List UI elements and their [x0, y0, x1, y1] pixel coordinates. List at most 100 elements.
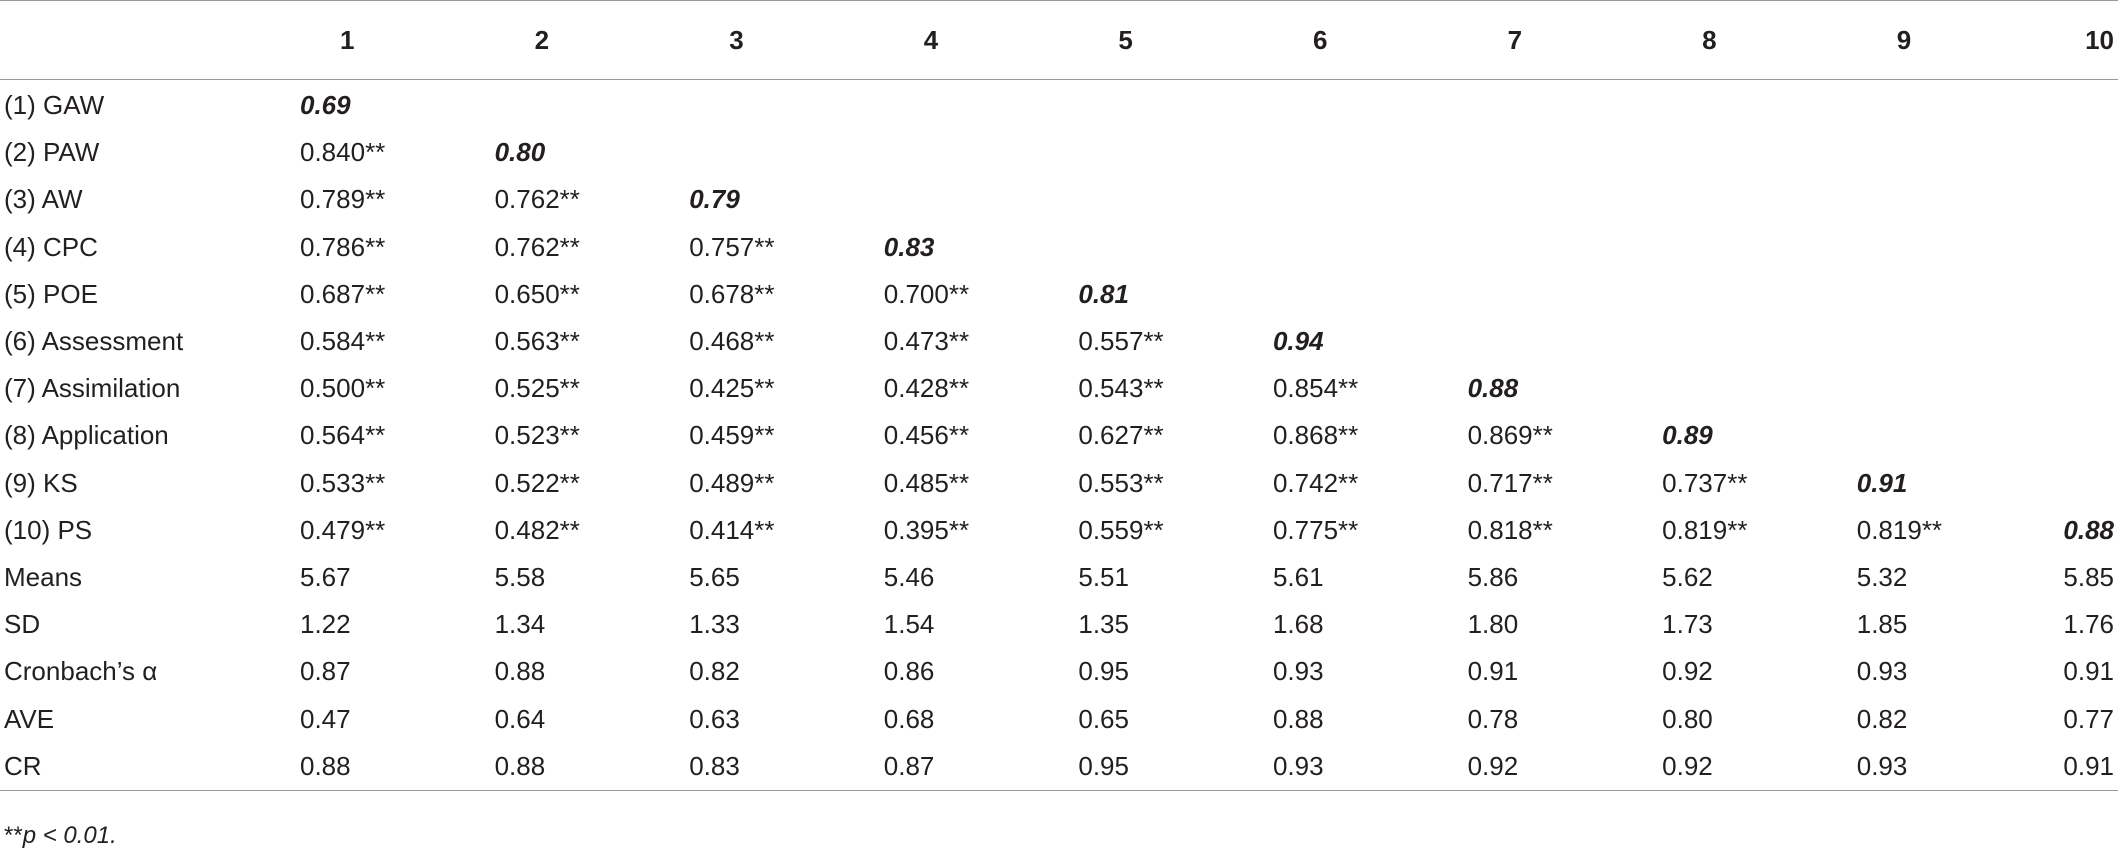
value-cell: 0.700** — [883, 278, 970, 309]
table-row: (5) POE 0.687** 0.650** 0.678** 0.700** 0.81 — [0, 271, 2118, 318]
value-cell — [679, 80, 874, 130]
value-cell: 0.459** — [689, 420, 775, 451]
value-cell — [1847, 176, 2042, 223]
value-cell: 0.533** — [300, 467, 386, 498]
value-cell: 0.93 — [1272, 656, 1324, 687]
header-cell-4: 4 — [923, 24, 939, 55]
table-row: (6) Assessment 0.584** 0.563** 0.468** 0.473… — [0, 318, 2118, 365]
value-cell — [1263, 176, 1458, 223]
row-label: Cronbach’s α — [4, 656, 158, 687]
value-cell: 0.88 — [494, 750, 546, 781]
value-cell — [2041, 80, 2118, 130]
value-cell — [1652, 224, 1847, 271]
value-cell — [1263, 224, 1458, 271]
value-cell: 0.559** — [1078, 514, 1164, 545]
value-cell: 0.868** — [1272, 420, 1359, 451]
value-cell: 5.32 — [1856, 561, 1908, 592]
value-cell — [2041, 460, 2118, 507]
value-cell: 0.627** — [1078, 420, 1164, 451]
value-cell: 1.22 — [300, 609, 351, 640]
value-cell: 5.46 — [883, 561, 935, 592]
value-cell — [1458, 80, 1653, 130]
header-cell-3: 3 — [729, 24, 744, 55]
value-cell: 0.92 — [1467, 750, 1519, 781]
value-cell: 0.93 — [1272, 750, 1324, 781]
diagonal-value-cell: 0.79 — [689, 184, 740, 215]
value-cell — [1652, 365, 1847, 412]
value-cell — [1068, 224, 1263, 271]
diagonal-value-cell: 0.88 — [1467, 373, 1519, 404]
table-row: Means 5.67 5.58 5.65 5.46 5.51 5.61 5.86 5.62 5.3… — [0, 554, 2118, 601]
value-cell — [874, 80, 1069, 130]
value-cell — [1847, 129, 2042, 176]
value-cell: 0.482** — [494, 514, 580, 545]
value-cell — [1458, 176, 1653, 223]
header-cell-5: 5 — [1118, 24, 1133, 55]
value-cell: 0.87 — [300, 656, 351, 687]
value-cell: 0.395** — [883, 514, 970, 545]
value-cell: 0.553** — [1078, 467, 1164, 498]
diagonal-value-cell: 0.69 — [300, 90, 351, 121]
value-cell: 0.757** — [689, 231, 775, 262]
value-cell: 0.762** — [494, 231, 580, 262]
value-cell: 0.80 — [1662, 703, 1713, 734]
row-label: (4) CPC — [4, 231, 98, 262]
header-cell-8: 8 — [1702, 24, 1717, 55]
value-cell — [2041, 129, 2118, 176]
value-cell: 0.77 — [2063, 703, 2114, 734]
table-row: CR 0.88 0.88 0.83 0.87 0.95 0.93 0.92 0.92 0.93 0.… — [0, 743, 2118, 791]
footnote-text: p < 0.01. — [22, 822, 117, 849]
value-cell — [874, 176, 1069, 223]
value-cell: 0.840** — [300, 137, 386, 168]
value-cell: 0.91 — [2063, 750, 2114, 781]
header-cell-10: 10 — [2085, 24, 2114, 55]
value-cell — [1847, 318, 2042, 365]
value-cell — [1458, 129, 1653, 176]
table-row: (1) GAW 0.69 — [0, 80, 2118, 130]
value-cell: 0.92 — [1662, 656, 1713, 687]
value-cell: 0.525** — [494, 373, 580, 404]
diagonal-value-cell: 0.94 — [1272, 326, 1324, 357]
value-cell: 1.85 — [1856, 609, 1908, 640]
row-label: (5) POE — [4, 278, 98, 309]
table-row: (8) Application 0.564** 0.523** 0.459** 0.45… — [0, 412, 2118, 459]
header-cell-label — [0, 1, 290, 80]
table-row: Cronbach’s α 0.87 0.88 0.82 0.86 0.95 0.93 0.91… — [0, 648, 2118, 695]
value-cell: 0.584** — [300, 326, 386, 357]
value-cell: 0.523** — [494, 420, 580, 451]
value-cell: 0.93 — [1856, 656, 1908, 687]
table-row: (9) KS 0.533** 0.522** 0.489** 0.485** 0.553*… — [0, 460, 2118, 507]
row-label: SD — [4, 609, 41, 640]
header-cell-6: 6 — [1312, 24, 1328, 55]
header-cell-7: 7 — [1507, 24, 1523, 55]
correlation-table-container: 1 2 3 4 5 6 7 8 9 10 (1) GAW 0.69 (2) PAW 0.840** 0.8… — [0, 0, 2118, 791]
value-cell: 5.67 — [300, 561, 351, 592]
value-cell — [1847, 412, 2042, 459]
value-cell: 0.65 — [1078, 703, 1129, 734]
value-cell: 0.78 — [1467, 703, 1519, 734]
value-cell: 1.80 — [1467, 609, 1519, 640]
value-cell — [1652, 271, 1847, 318]
value-cell: 0.47 — [300, 703, 351, 734]
value-cell: 0.564** — [300, 420, 386, 451]
value-cell: 1.73 — [1662, 609, 1713, 640]
row-label: (9) KS — [4, 467, 78, 498]
header-row: 1 2 3 4 5 6 7 8 9 10 — [0, 0, 2118, 80]
table-header: 1 2 3 4 5 6 7 8 9 10 — [0, 0, 2118, 80]
value-cell — [1068, 80, 1263, 130]
value-cell: 5.62 — [1662, 561, 1713, 592]
value-cell: 0.650** — [494, 278, 580, 309]
table-body: (1) GAW 0.69 (2) PAW 0.840** 0.80 (3) AW 0.789… — [0, 80, 2118, 791]
footnote-stars: ** — [4, 822, 23, 849]
value-cell: 0.717** — [1467, 467, 1553, 498]
row-label: (6) Assessment — [4, 326, 184, 357]
value-cell: 0.687** — [300, 278, 386, 309]
value-cell: 0.473** — [883, 326, 970, 357]
value-cell — [2041, 176, 2118, 223]
row-label: (1) GAW — [4, 90, 105, 121]
value-cell: 5.58 — [494, 561, 546, 592]
diagonal-value-cell: 0.83 — [883, 231, 935, 262]
value-cell: 0.737** — [1662, 467, 1748, 498]
table-row: (10) PS 0.479** 0.482** 0.414** 0.395** 0.559… — [0, 507, 2118, 554]
value-cell: 0.543** — [1078, 373, 1164, 404]
